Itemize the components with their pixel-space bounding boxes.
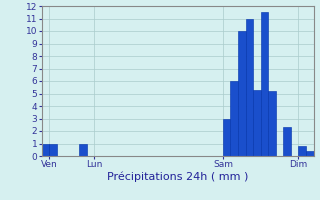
- Bar: [79, 144, 87, 156]
- Bar: [268, 91, 276, 156]
- Bar: [299, 146, 306, 156]
- Bar: [306, 151, 314, 156]
- Bar: [238, 31, 246, 156]
- Bar: [230, 81, 238, 156]
- Bar: [223, 118, 230, 156]
- Bar: [284, 127, 291, 156]
- Bar: [261, 12, 268, 156]
- Bar: [49, 144, 57, 156]
- Bar: [246, 19, 253, 156]
- Bar: [42, 144, 49, 156]
- Bar: [253, 90, 261, 156]
- X-axis label: Précipitations 24h ( mm ): Précipitations 24h ( mm ): [107, 172, 248, 182]
